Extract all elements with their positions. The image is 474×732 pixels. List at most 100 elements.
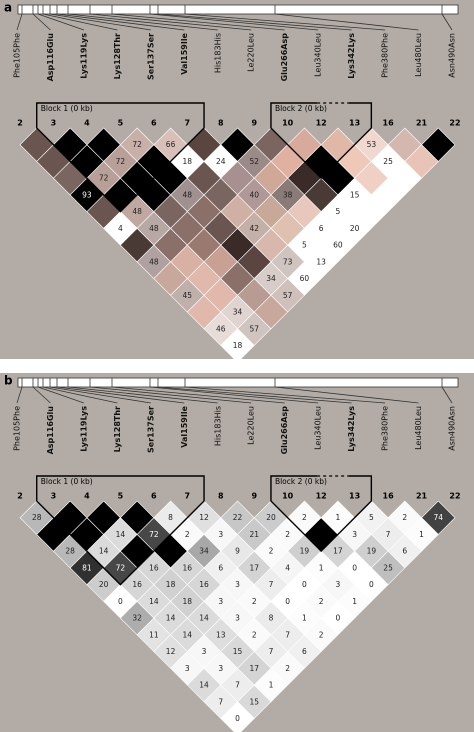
ld-value: 6 [218, 563, 223, 572]
snp-name: Le220Leu [247, 406, 256, 445]
snp-name: Lys128Thr [113, 33, 122, 79]
ld-value: 48 [132, 207, 142, 216]
ld-value: 72 [116, 563, 126, 572]
snp-connector [441, 13, 453, 31]
ld-value: 73 [283, 257, 293, 266]
ld-value: 52 [249, 157, 259, 166]
ld-value: 5 [335, 207, 340, 216]
panel: a Phe105Phe Asp116Glu Lys119Lys Lys128Thr Ser… [0, 0, 474, 363]
block-outline [36, 475, 205, 586]
ld-value: 3 [218, 597, 223, 606]
ld-value: 19 [367, 547, 377, 556]
ld-value: 14 [149, 597, 159, 606]
ld-value: 28 [65, 547, 75, 556]
ld-value: 20 [99, 580, 109, 589]
ld-value: 0 [369, 580, 374, 589]
snp-connector [37, 386, 85, 404]
snp-connector [37, 13, 85, 31]
snp-name: Lys342Lys [347, 406, 356, 452]
marker-number: 8 [218, 119, 224, 128]
marker-number: 9 [251, 119, 257, 128]
ld-value: 16 [199, 580, 209, 589]
snp-connector [67, 386, 218, 404]
ld-value: 14 [166, 614, 176, 623]
ld-value: 22 [233, 513, 243, 522]
ld-value: 2 [402, 513, 407, 522]
marker-number: 13 [349, 119, 360, 128]
ld-value: 3 [218, 664, 223, 673]
ld-value: 6 [319, 224, 324, 233]
snp-connector [16, 386, 23, 404]
marker-number: 3 [51, 492, 57, 501]
snp-name: Ser137Ser [146, 33, 155, 80]
ld-value: 13 [216, 630, 226, 639]
snp-connector [184, 13, 386, 31]
ld-value: 72 [132, 140, 142, 149]
block-outline [270, 102, 373, 180]
snp-connector [149, 13, 319, 31]
snp-connector [441, 386, 453, 404]
marker-number: 10 [282, 119, 294, 128]
ld-value: 17 [333, 547, 343, 556]
marker-number: 8 [218, 492, 224, 501]
snp-name: Val159Ile [180, 405, 189, 447]
snp-connector [49, 386, 151, 404]
snp-connector [184, 386, 386, 404]
snp-name: Glu266Asp [280, 33, 289, 82]
ld-value: 15 [350, 190, 360, 199]
ld-value: 8 [168, 513, 173, 522]
ld-value: 4 [118, 224, 123, 233]
ld-value: 60 [333, 241, 343, 250]
ld-value: 21 [249, 530, 259, 539]
ld-value: 8 [269, 614, 274, 623]
ld-value: 1 [269, 681, 274, 690]
block-label: Block 2 (0 kb) [275, 104, 327, 113]
ld-value: 1 [335, 513, 340, 522]
ld-value: 6 [402, 547, 407, 556]
ld-value: 20 [266, 513, 276, 522]
marker-number: 22 [449, 492, 460, 501]
ld-value: 0 [235, 714, 240, 723]
gene-bar [17, 377, 459, 388]
snp-connector [16, 13, 23, 31]
snp-connector [149, 386, 319, 404]
snp-connector [49, 13, 151, 31]
ld-value: 4 [285, 563, 290, 572]
snp-name: His183His [213, 406, 222, 446]
ld-value: 16 [183, 563, 193, 572]
ld-value: 48 [183, 190, 193, 199]
ld-value: 72 [116, 157, 126, 166]
ld-value: 24 [216, 157, 226, 166]
snp-name: Leu340Leu [314, 33, 323, 77]
marker-number: 12 [316, 492, 327, 501]
marker-number: 21 [416, 119, 428, 128]
block-outline [270, 475, 373, 553]
snp-connector [274, 13, 419, 31]
snp-connector [274, 386, 419, 404]
marker-number: 2 [17, 119, 23, 128]
marker-number: 12 [316, 119, 327, 128]
ld-value: 3 [185, 664, 190, 673]
ld-value: 25 [383, 157, 393, 166]
snp-connector [42, 13, 118, 31]
snp-name: Asn490Asn [448, 33, 457, 78]
panel-label: b [4, 374, 13, 388]
ld-value: 18 [183, 597, 193, 606]
marker-number: 21 [416, 492, 428, 501]
snp-name: Asp116Glu [46, 33, 55, 82]
ld-value: 14 [199, 614, 209, 623]
ld-value: 18 [183, 157, 193, 166]
ld-value: 2 [319, 630, 324, 639]
snp-connector [32, 386, 51, 404]
block-label: Block 1 (0 kb) [41, 104, 93, 113]
gene-bar [17, 4, 459, 15]
ld-value: 12 [166, 647, 176, 656]
ld-value: 15 [249, 697, 259, 706]
ld-cell [220, 701, 255, 732]
snp-name: Phe380Phe [381, 33, 390, 78]
ld-value: 2 [185, 530, 190, 539]
ld-value: 14 [99, 547, 109, 556]
ld-value: 34 [199, 547, 209, 556]
